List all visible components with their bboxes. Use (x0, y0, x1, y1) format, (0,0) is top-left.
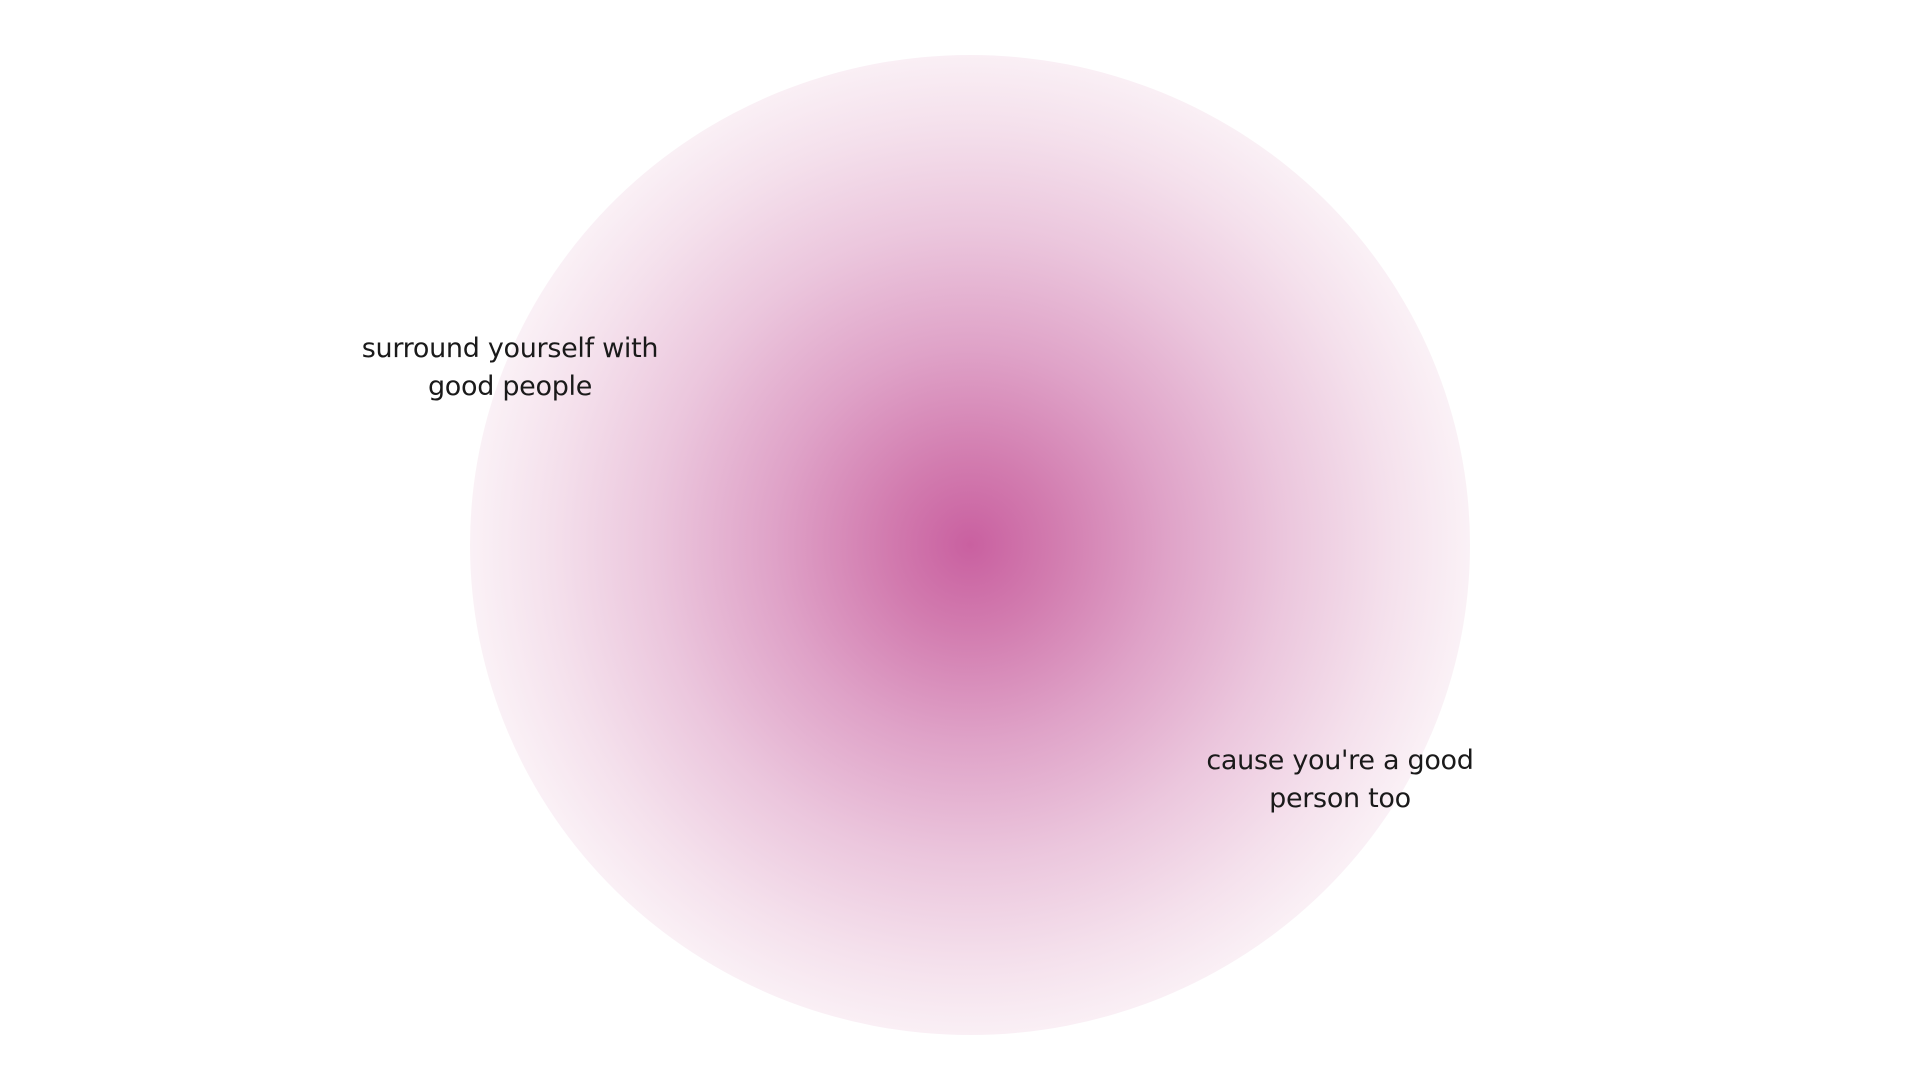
pink-radial-glow (470, 55, 1470, 1035)
quote-right-line-1: cause you're a good (1190, 742, 1490, 780)
quote-right-line-2: person too (1190, 780, 1490, 818)
quote-good-person: cause you're a good person too (1190, 742, 1490, 818)
quote-surround-yourself: surround yourself with good people (350, 330, 670, 406)
quote-left-line-2: good people (350, 368, 670, 406)
quote-left-line-1: surround yourself with (350, 330, 670, 368)
